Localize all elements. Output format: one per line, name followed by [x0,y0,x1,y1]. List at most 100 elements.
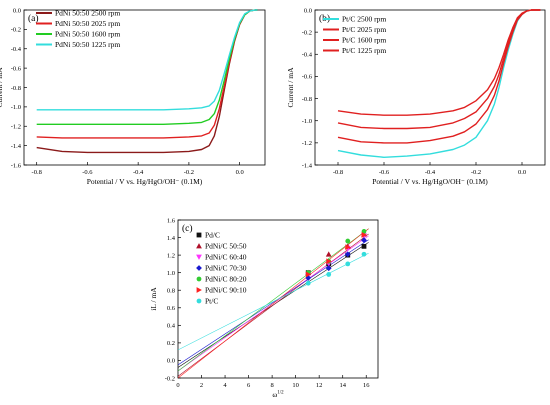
panel-b-chart: -0.8 -0.6 -0.4 -0.2 0.0 -1.4 -1.2 -1.0 -0.8 -0.6 -… [286,7,546,186]
data-point [361,229,367,234]
y-tick-label: -1.4 [302,162,313,169]
x-axis-label: ω1/2 [272,390,284,399]
data-point [325,251,332,257]
y-tick-label: 0.4 [167,323,176,330]
data-point [361,251,367,257]
x-tick-label: -0.4 [425,169,436,176]
legend-label-3: PdNi 50:50 1600 rpm [55,30,120,39]
y-tick-label: -0.8 [11,85,21,92]
data-point [345,261,351,267]
x-tick-label: -0.8 [32,169,42,176]
legend-marker-4 [196,265,202,271]
fit-line-2 [178,233,369,377]
x-axis-label: Potential / V vs. Hg/HgO/OH⁻ (0.1M) [372,177,488,186]
y-tick-label: -0.4 [11,46,22,53]
x-axis-label-superscript: 1/2 [277,391,284,396]
data-point [361,243,367,249]
x-tick-label: 0.0 [236,169,244,176]
legend-label-2: Pt/C 2025 rpm [342,25,386,34]
y-tick-label: -1.0 [302,118,312,125]
y-tick-label: 0.2 [167,340,175,347]
panel-a-chart: -0.8 -0.6 -0.4 -0.2 0.0 -1.6 -1.4 -1.2 -1.0 -0.8 -… [0,7,266,186]
y-axis-label: Current / mA [286,67,295,108]
x-tick-label: 14 [339,382,346,389]
fit-line-5 [178,228,369,372]
legend-marker-2 [196,243,202,249]
data-point [345,238,351,244]
x-tick-label: -0.6 [379,169,390,176]
y-tick-label: -0.6 [302,74,313,81]
y-tick-label: 0.0 [304,7,312,14]
y-tick-label: 1.0 [167,270,175,277]
y-axis-label: iL / mA [149,287,158,311]
y-tick-label: 0.0 [13,7,21,14]
series-line-4 [36,9,258,111]
legend-label-1: Pt/C 2500 rpm [342,15,386,24]
legend-label-7: Pt/C [205,297,218,306]
x-tick-label: 0 [176,382,179,389]
y-tick-label: -1.2 [11,124,21,131]
legend-label-2: PdNi 50:50 2025 rpm [55,19,120,28]
data-point [344,251,351,258]
panel-label: (a) [28,13,39,24]
data-point [345,244,351,251]
y-tick-label: 0.8 [167,288,175,295]
legend-label-3: Pt/C 1600 rpm [342,36,386,45]
data-point [361,237,367,244]
panel-c-chart: 0 2 4 6 8 10 12 14 16 -0.2 0.0 0.2 0.4 0.6 0.8 1.0 1.2 1.… [149,217,379,399]
fit-line-4 [178,239,369,366]
legend-label-1: PdNi 50:50 2500 rpm [55,9,120,18]
data-point [305,280,311,286]
fit-line-6 [178,228,369,378]
x-tick-label: 2 [200,382,203,389]
legend-label-4: PdNi/C 70:30 [205,264,247,273]
y-tick-label: 0.6 [167,305,176,312]
y-tick-label: 1.4 [167,235,176,242]
x-tick-label: -0.2 [471,169,481,176]
data-point [361,232,367,238]
data-point [326,272,332,277]
x-tick-label: -0.8 [333,169,343,176]
y-tick-label: -1.4 [11,143,22,150]
legend-marker-3 [196,254,202,260]
x-tick-label: 16 [363,382,370,389]
legend-marker-7 [196,298,202,304]
x-axis-label: Potential / V vs. Hg/HgO/OH⁻ (0.1M) [87,177,203,186]
legend-marker-5 [196,276,202,282]
x-tick-label: 6 [247,382,251,389]
panel-label: (c) [182,223,193,234]
x-tick-label: -0.6 [82,169,93,176]
y-tick-label: -0.8 [302,96,312,103]
fit-line-7 [178,252,369,351]
x-tick-label: 10 [292,382,299,389]
y-tick-label: -1.0 [11,104,21,111]
legend-label-3: PdNi/C 60:40 [205,253,247,262]
data-point [305,271,312,278]
y-tick-label: -0.2 [165,375,175,382]
y-tick-label: -0.6 [11,65,22,72]
legend-label-2: PdNi/C 50:50 [205,242,247,251]
y-tick-label: 1.6 [167,217,176,224]
x-axis-label-main: ω [272,390,277,399]
x-tick-label: 12 [316,382,323,389]
x-tick-label: -0.4 [133,169,144,176]
legend-label-4: PdNi 50:50 1225 rpm [55,40,120,49]
y-axis-label: Current / mA [0,67,4,108]
y-tick-label: 0.0 [167,358,175,365]
y-tick-label: -1.6 [11,162,22,169]
legend-marker-6 [196,287,202,293]
x-tick-label: 8 [270,382,273,389]
legend-label-5: PdNi/C 80:20 [205,275,247,284]
panel_c-plot-frame [177,219,379,379]
y-tick-label: 1.2 [167,252,175,259]
legend-label-1: Pd/C [205,231,220,240]
data-point [326,258,332,265]
y-tick-label: -0.2 [11,27,21,34]
legend-label-6: PdNi/C 90:10 [205,286,247,295]
legend-label-4: Pt/C 1225 rpm [342,46,386,55]
series-line-4 [337,9,541,116]
y-tick-label: -1.2 [302,140,312,147]
y-tick-label: -0.2 [302,29,312,36]
legend-marker-1 [196,232,202,238]
x-tick-label: 0.0 [518,169,526,176]
